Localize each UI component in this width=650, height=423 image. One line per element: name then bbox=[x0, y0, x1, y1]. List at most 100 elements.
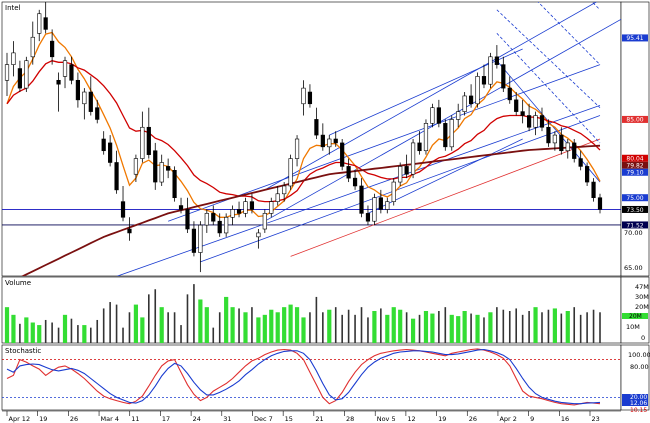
candlestick bbox=[294, 135, 300, 167]
candlestick bbox=[114, 150, 119, 194]
candle-body bbox=[436, 107, 441, 124]
price-tag-label: 79.82 bbox=[626, 163, 643, 170]
candlestick bbox=[185, 197, 190, 233]
candlestick bbox=[56, 72, 61, 112]
volume-bar bbox=[528, 311, 530, 343]
candlestick bbox=[346, 158, 351, 183]
price-tag-bg bbox=[622, 221, 648, 229]
x-tick-label: 26 bbox=[70, 415, 78, 423]
volume-tick-47m: 47M bbox=[635, 283, 649, 291]
candlestick bbox=[30, 21, 35, 65]
volume-bar bbox=[444, 307, 447, 343]
candlestick bbox=[578, 150, 583, 171]
volume-bar bbox=[193, 284, 195, 343]
candle-body bbox=[533, 115, 538, 128]
volume-bar bbox=[565, 311, 570, 343]
candlestick bbox=[385, 197, 390, 214]
volume-bar bbox=[251, 307, 253, 343]
candlestick bbox=[236, 201, 242, 218]
stoch-tag-20-bg bbox=[622, 394, 648, 400]
trend-line bbox=[290, 138, 601, 257]
candlestick bbox=[4, 52, 10, 96]
volume-bar bbox=[115, 304, 118, 343]
volume-bar bbox=[541, 312, 543, 343]
candlestick bbox=[50, 29, 55, 65]
candlestick bbox=[481, 64, 487, 89]
volume-bar bbox=[62, 314, 68, 343]
candlestick bbox=[153, 142, 158, 190]
x-tick-label: Nov 5 bbox=[377, 415, 396, 423]
candle-body bbox=[204, 213, 209, 226]
price-tag-label: 80.04 bbox=[626, 156, 643, 163]
candlestick bbox=[378, 189, 383, 214]
candle-body bbox=[243, 201, 248, 214]
candle-body bbox=[62, 60, 68, 77]
candlestick bbox=[43, 2, 48, 34]
candle-body bbox=[114, 162, 119, 191]
candle-body bbox=[288, 158, 293, 187]
volume-bar bbox=[186, 294, 189, 343]
volume-bar bbox=[592, 309, 595, 343]
volume-bar bbox=[347, 309, 350, 343]
candle-body bbox=[494, 56, 499, 65]
candle-body bbox=[256, 232, 261, 238]
stoch-tick-1206: 12.06 bbox=[630, 400, 647, 407]
candlestick bbox=[211, 205, 216, 226]
volume-bar bbox=[198, 299, 203, 343]
candle-body bbox=[359, 185, 364, 214]
candlestick bbox=[365, 205, 371, 226]
volume-bar bbox=[354, 314, 356, 343]
volume-bar bbox=[438, 311, 440, 343]
volume-bar bbox=[430, 313, 435, 343]
volume-panel: Volume 47M 30M 20M 10M 0 20M bbox=[1, 276, 650, 344]
candle-body bbox=[488, 56, 493, 85]
candlestick bbox=[559, 127, 564, 155]
candlestick bbox=[307, 84, 313, 108]
x-tick-label: Mar 4 bbox=[101, 415, 119, 423]
price-tag-bg bbox=[622, 34, 648, 42]
volume-bar bbox=[367, 317, 369, 343]
volume-bar bbox=[488, 312, 493, 343]
trend-line bbox=[200, 115, 601, 263]
volume-bar bbox=[212, 327, 215, 343]
x-tick-label: 31 bbox=[223, 415, 231, 423]
candlestick bbox=[391, 178, 396, 206]
price-tag-label: 73.50 bbox=[626, 207, 643, 214]
candlestick bbox=[82, 88, 87, 120]
candle-body bbox=[127, 228, 132, 234]
candle-body bbox=[365, 213, 371, 222]
candlestick bbox=[475, 72, 480, 108]
price-tag-bg bbox=[622, 205, 648, 213]
candle-body bbox=[249, 201, 255, 210]
price-axis-frame bbox=[620, 1, 650, 277]
candlestick bbox=[423, 119, 429, 155]
candle-body bbox=[307, 91, 313, 105]
candlestick bbox=[243, 197, 248, 218]
candle-body bbox=[449, 119, 454, 148]
candle-body bbox=[398, 166, 403, 183]
candle-body bbox=[314, 119, 319, 136]
candle-body bbox=[50, 40, 55, 58]
candle-body bbox=[352, 177, 358, 187]
volume-bar bbox=[533, 307, 538, 343]
candlestick bbox=[17, 60, 22, 93]
candlestick bbox=[404, 154, 409, 179]
candle-body bbox=[391, 181, 396, 202]
volume-bar bbox=[275, 312, 280, 343]
x-tick-label: Dec 7 bbox=[254, 415, 273, 423]
volume-bar bbox=[224, 296, 229, 343]
candle-body bbox=[417, 142, 422, 152]
volume-bar bbox=[496, 307, 498, 343]
volume-bar bbox=[128, 312, 131, 343]
x-tick-label: 19 bbox=[39, 415, 47, 423]
candle-body bbox=[262, 213, 267, 230]
price-tag-label: 85.00 bbox=[626, 117, 643, 124]
candlestick bbox=[520, 99, 525, 124]
x-tick-label: 28 bbox=[346, 415, 354, 423]
candle-body bbox=[501, 64, 506, 89]
x-tick-label: 11 bbox=[131, 415, 139, 423]
candle-body bbox=[327, 138, 332, 148]
candlestick bbox=[539, 107, 545, 132]
candlestick bbox=[546, 119, 551, 147]
x-axis-ticks: Apr 12 19 26 Mar 4 11 17 24 31 Dec 7 15 21 28 Nov 5 1… bbox=[6, 411, 600, 423]
